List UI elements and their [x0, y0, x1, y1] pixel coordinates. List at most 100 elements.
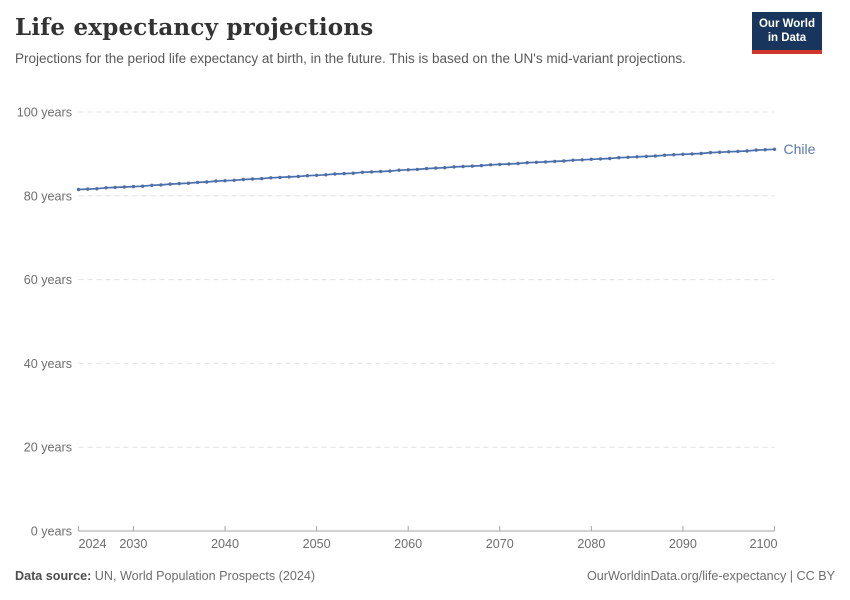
data-point-chile-2095	[727, 150, 731, 154]
data-point-chile-2026	[95, 187, 99, 191]
x-tick-label-2090: 2090	[669, 537, 697, 551]
data-point-chile-2038	[205, 180, 209, 184]
data-point-chile-2099	[763, 148, 767, 152]
data-point-chile-2063	[434, 166, 438, 170]
data-point-chile-2036	[186, 181, 191, 185]
chart-subtitle: Projections for the period life expectan…	[15, 51, 686, 66]
data-point-chile-2027	[104, 186, 108, 190]
data-point-chile-2029	[122, 185, 127, 189]
data-point-chile-2089	[672, 153, 676, 157]
data-point-chile-2047	[287, 175, 291, 179]
x-tick-label-2080: 2080	[577, 537, 605, 551]
data-point-chile-2091	[690, 152, 694, 156]
x-tick-label-2070: 2070	[486, 537, 514, 551]
x-tick-label-2050: 2050	[303, 537, 331, 551]
data-point-chile-2030	[131, 184, 136, 189]
data-point-chile-2081	[598, 157, 603, 161]
data-point-chile-2033	[159, 183, 163, 187]
y-tick-label-80: 80 years	[24, 189, 72, 203]
data-point-chile-2082	[608, 156, 612, 161]
data-point-chile-2075	[543, 160, 548, 164]
data-point-chile-2080	[589, 157, 593, 161]
data-point-chile-2086	[644, 154, 648, 159]
data-point-chile-2056	[369, 170, 374, 174]
data-point-chile-2088	[662, 153, 667, 157]
data-point-chile-2074	[534, 160, 539, 164]
data-point-chile-2070	[498, 162, 502, 167]
owid-logo[interactable]: Our World in Data	[751, 12, 822, 54]
data-point-chile-2028	[113, 185, 117, 190]
data-point-chile-2062	[424, 166, 429, 171]
data-point-chile-2077	[562, 159, 566, 163]
data-point-chile-2060	[406, 168, 410, 172]
data-point-chile-2058	[388, 169, 392, 173]
data-source-note: Data source: UN, World Population Prospe…	[15, 569, 315, 583]
data-point-chile-2046	[278, 175, 282, 180]
data-point-chile-2035	[177, 181, 181, 186]
data-point-chile-2064	[443, 166, 447, 170]
data-point-chile-2083	[617, 156, 621, 160]
data-point-chile-2069	[488, 163, 493, 167]
data-point-chile-2073	[525, 161, 529, 165]
data-point-chile-2034	[168, 182, 172, 186]
data-point-chile-2100	[772, 147, 777, 151]
data-point-chile-2039	[214, 179, 218, 183]
data-point-chile-2045	[269, 176, 273, 180]
x-tick-label-2024: 2024	[79, 537, 107, 551]
data-point-chile-2065	[452, 165, 456, 169]
y-tick-label-0: 0 years	[31, 525, 72, 539]
data-point-chile-2066	[461, 164, 465, 169]
data-point-chile-2055	[360, 170, 365, 174]
data-point-chile-2059	[397, 168, 401, 172]
data-source-text: UN, World Population Prospects (2024)	[91, 569, 316, 583]
page-title: Life expectancy projections	[15, 14, 374, 41]
owid-logo-line2: in Data	[767, 31, 807, 44]
series-label-chile[interactable]: Chile	[784, 141, 816, 157]
data-point-chile-2096	[736, 149, 740, 154]
x-tick-label-2030: 2030	[119, 537, 147, 551]
data-point-chile-2068	[479, 163, 484, 168]
data-point-chile-2043	[250, 177, 255, 181]
chart-footer: Data source: UN, World Population Prospe…	[15, 569, 835, 583]
data-point-chile-2050	[314, 173, 319, 177]
data-point-chile-2090	[681, 152, 685, 156]
data-point-chile-2079	[580, 158, 584, 162]
data-point-chile-2084	[626, 155, 630, 159]
data-point-chile-2025	[86, 187, 90, 191]
data-source-label: Data source:	[15, 569, 92, 583]
data-point-chile-2057	[379, 169, 383, 174]
owid-logo-line1: Our World	[758, 18, 815, 30]
data-point-chile-2051	[324, 173, 328, 177]
data-point-chile-2042	[241, 177, 245, 182]
data-point-chile-2052	[333, 172, 337, 176]
data-point-chile-2071	[507, 162, 511, 166]
data-point-chile-2031	[140, 184, 145, 188]
data-point-chile-2040	[223, 179, 227, 183]
data-point-chile-2093	[708, 150, 713, 155]
data-point-chile-2092	[699, 151, 703, 156]
owid-url-link[interactable]: OurWorldinData.org/life-expectancy | CC …	[586, 569, 835, 583]
y-tick-label-40: 40 years	[24, 357, 72, 371]
data-point-chile-2024	[76, 187, 81, 192]
x-tick-label-2100: 2100	[749, 537, 777, 551]
data-point-chile-2072	[516, 161, 520, 166]
data-point-chile-2098	[754, 148, 758, 152]
chart-header: Life expectancy projections Projections …	[15, 12, 835, 69]
data-point-chile-2037	[195, 180, 200, 185]
data-point-chile-2094	[717, 150, 722, 154]
data-point-chile-2076	[553, 159, 557, 164]
data-point-chile-2053	[342, 171, 346, 176]
data-point-chile-2032	[150, 183, 154, 187]
data-point-chile-2097	[745, 149, 749, 153]
data-point-chile-2061	[415, 167, 419, 172]
data-point-chile-2087	[653, 154, 658, 158]
data-point-chile-2041	[232, 178, 236, 182]
data-point-chile-2048	[296, 174, 300, 179]
y-tick-label-20: 20 years	[24, 441, 72, 455]
x-tick-label-2040: 2040	[211, 537, 239, 551]
data-point-chile-2078	[571, 158, 575, 162]
x-tick-label-2060: 2060	[394, 537, 422, 551]
y-tick-label-100: 100 years	[17, 106, 72, 120]
data-point-chile-2085	[635, 155, 639, 159]
